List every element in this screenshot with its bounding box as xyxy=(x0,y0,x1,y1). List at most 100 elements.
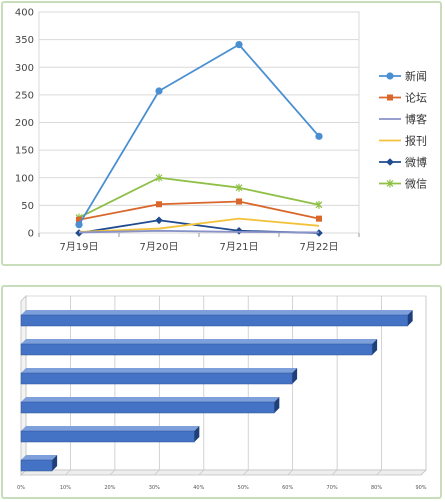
bar-front xyxy=(20,343,373,356)
legend-label: 新闻 xyxy=(405,69,427,83)
legend-label: 微博 xyxy=(405,155,427,169)
bar-end xyxy=(372,339,378,355)
legend-item: 报刊 xyxy=(379,134,427,148)
data-point xyxy=(155,216,163,225)
y-tick-label: 100 xyxy=(15,173,34,184)
bar-end xyxy=(194,426,200,442)
series-line xyxy=(78,200,320,221)
data-point xyxy=(387,94,393,101)
y-tick-label: 50 xyxy=(21,201,34,212)
gridline xyxy=(331,469,338,476)
bar xyxy=(20,397,280,414)
legend-item: 论坛 xyxy=(379,91,427,105)
x-tick-label: 90% xyxy=(415,485,426,491)
bar-top xyxy=(21,368,298,373)
legend-label: 论坛 xyxy=(405,91,427,105)
gridline xyxy=(287,469,293,476)
legend-label: 微信 xyxy=(405,177,427,191)
gridline xyxy=(65,469,71,476)
bar-front xyxy=(20,314,408,327)
legend-item: 新闻 xyxy=(379,69,427,83)
bar-end xyxy=(407,310,413,326)
x-tick-label: 7月19日 xyxy=(59,241,98,253)
series-微信 xyxy=(75,173,323,222)
series-论坛 xyxy=(76,198,322,223)
legend-item: 微信 xyxy=(379,177,427,191)
y-tick-label: 400 xyxy=(15,8,34,19)
bar-top xyxy=(21,339,378,344)
gridline xyxy=(109,469,116,476)
bar xyxy=(20,426,200,443)
y-tick-label: 200 xyxy=(15,118,34,129)
bar-front xyxy=(20,401,275,414)
y-tick-label: 250 xyxy=(15,90,34,101)
series-新闻 xyxy=(75,40,323,229)
x-tick-label: 7月20日 xyxy=(139,241,178,253)
legend-item: 博客 xyxy=(379,112,427,126)
data-point xyxy=(155,173,163,182)
gridline xyxy=(376,469,382,476)
x-tick-label: 7月21日 xyxy=(219,241,258,253)
series-line xyxy=(78,176,320,219)
series-line xyxy=(78,217,320,233)
bar-chart: 0% 10% 20% 30% 40% 50% 60% 70% 80% 90% xyxy=(17,295,427,491)
bar-end xyxy=(274,397,280,413)
bar-top xyxy=(21,310,413,315)
x-tick-label: 0% xyxy=(17,485,25,491)
line-chart: 0 50 100 150 200 250 300 350 400 7月19日 7月20日 7月21日 7… xyxy=(15,8,427,254)
data-point xyxy=(316,215,322,222)
x-tick-label: 70% xyxy=(327,485,338,491)
bar-front xyxy=(20,459,53,472)
bar xyxy=(20,310,413,327)
floor xyxy=(20,469,427,476)
bar-front xyxy=(20,430,195,443)
y-tick-label: 300 xyxy=(15,63,34,74)
x-tick-label: 20% xyxy=(104,485,115,491)
x-tick-label: 80% xyxy=(371,485,382,491)
data-point xyxy=(315,132,323,140)
bar xyxy=(20,368,298,385)
series-line xyxy=(78,43,320,226)
y-tick-label: 350 xyxy=(15,35,34,46)
bar-top xyxy=(21,455,58,460)
gridline xyxy=(242,469,249,476)
data-point xyxy=(76,216,82,223)
x-tick-label: 50% xyxy=(238,485,249,491)
gridline xyxy=(154,469,160,476)
bar-end xyxy=(52,455,58,471)
data-point xyxy=(156,201,162,208)
bar xyxy=(20,339,378,356)
series-line xyxy=(78,229,320,234)
y-tick-label: 0 xyxy=(28,229,34,240)
data-point xyxy=(235,40,243,49)
data-point xyxy=(235,183,243,192)
y-tick-label: 150 xyxy=(15,146,34,157)
gridline xyxy=(198,469,205,476)
data-point xyxy=(315,229,323,237)
data-point xyxy=(386,72,394,80)
bar-end xyxy=(292,368,298,384)
x-tick-label: 10% xyxy=(60,485,71,491)
x-tick-label: 7月22日 xyxy=(299,241,338,253)
series-报刊 xyxy=(78,217,320,233)
bar xyxy=(20,455,58,472)
data-point xyxy=(75,221,83,229)
bar-top xyxy=(21,397,280,402)
data-point xyxy=(236,198,242,205)
x-tick-label: 60% xyxy=(282,485,293,491)
x-tick-label: 30% xyxy=(149,485,160,491)
x-tick-label: 40% xyxy=(193,485,204,491)
data-point xyxy=(155,87,163,95)
bar-front xyxy=(20,372,293,385)
line-chart-panel: 0 50 100 150 200 250 300 350 400 7月19日 7月20日 7月21日 7… xyxy=(1,1,442,266)
legend-label: 博客 xyxy=(405,112,427,126)
legend-label: 报刊 xyxy=(405,134,427,148)
bar-top xyxy=(21,426,200,431)
bar-chart-panel: 0% 10% 20% 30% 40% 50% 60% 70% 80% 90% xyxy=(1,285,442,499)
data-point xyxy=(386,179,394,188)
legend-item: 微博 xyxy=(379,155,427,169)
data-point xyxy=(386,158,394,166)
gridline xyxy=(420,469,427,476)
series-博客 xyxy=(78,229,320,234)
data-point xyxy=(315,200,323,209)
